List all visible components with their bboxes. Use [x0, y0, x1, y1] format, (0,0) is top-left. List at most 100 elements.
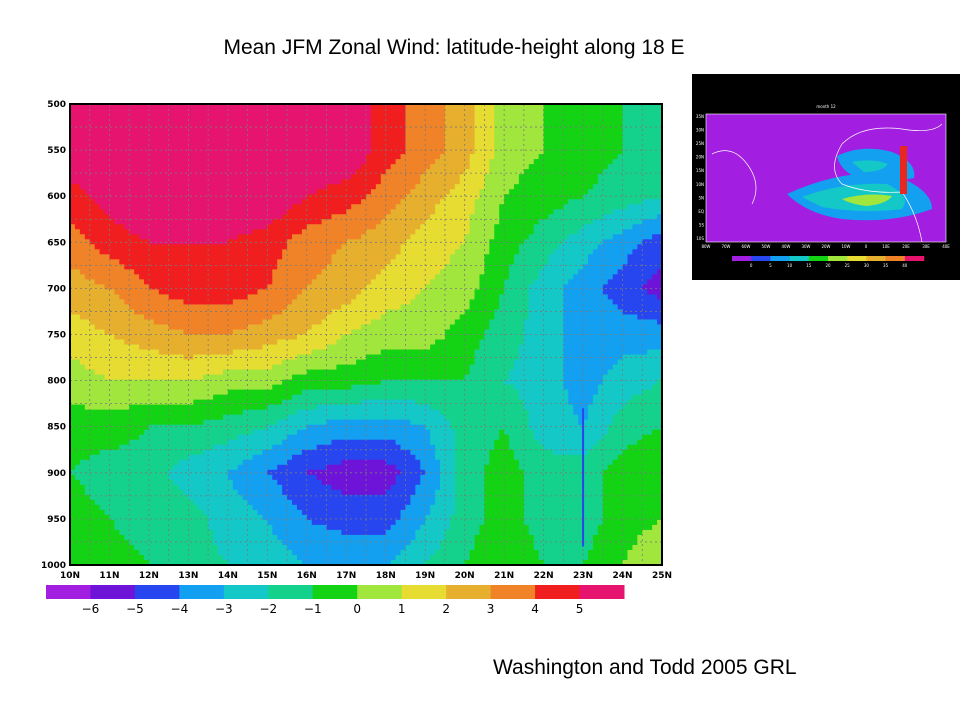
contour-cell — [94, 294, 101, 301]
contour-cell — [647, 169, 653, 175]
contour-cell — [326, 234, 333, 240]
contour-cell — [99, 129, 106, 135]
contour-cell — [292, 279, 298, 285]
contour-cell — [588, 154, 594, 160]
contour-cell — [583, 149, 589, 155]
contour-cell — [543, 134, 550, 140]
contour-cell — [568, 229, 574, 235]
contour-cell — [538, 174, 545, 180]
contour-cell — [316, 309, 323, 316]
contour-cell — [292, 124, 298, 130]
contour-cell — [361, 269, 367, 275]
contour-cell — [652, 209, 658, 215]
contour-cell — [410, 284, 416, 290]
contour-cell — [637, 184, 643, 190]
contour-cell — [188, 264, 194, 270]
contour-cell — [518, 279, 525, 285]
contour-cell — [89, 124, 96, 130]
contour-cell — [415, 104, 421, 110]
contour-cell — [375, 219, 382, 225]
contour-cell — [346, 234, 352, 240]
contour-cell — [272, 139, 278, 145]
contour-cell — [607, 264, 614, 270]
contour-cell — [484, 169, 490, 175]
contour-cell — [99, 159, 106, 165]
contour-cell — [70, 144, 76, 150]
contour-cell — [385, 119, 392, 125]
contour-cell — [444, 289, 451, 296]
contour-cell — [553, 304, 559, 311]
contour-cell — [109, 304, 115, 311]
contour-cell — [203, 134, 209, 140]
contour-cell — [168, 179, 175, 185]
contour-cell — [568, 264, 574, 270]
contour-cell — [287, 109, 293, 115]
contour-cell — [341, 189, 347, 195]
contour-cell — [435, 299, 441, 306]
contour-cell — [361, 294, 367, 301]
contour-cell — [292, 224, 298, 230]
contour-cell — [232, 144, 239, 150]
contour-cell — [296, 299, 303, 306]
contour-cell — [287, 189, 293, 195]
contour-cell — [627, 299, 633, 306]
contour-cell — [578, 114, 584, 120]
contour-cell — [331, 239, 337, 245]
contour-cell — [356, 304, 362, 311]
contour-cell — [326, 144, 333, 150]
contour-cell — [109, 244, 115, 250]
contour-cell — [70, 124, 76, 130]
contour-cell — [523, 159, 530, 165]
contour-cell — [543, 129, 550, 135]
contour-cell — [124, 149, 130, 155]
contour-cell — [198, 159, 204, 165]
contour-cell — [296, 304, 303, 311]
contour-cell — [361, 184, 367, 190]
contour-cell — [479, 144, 485, 150]
contour-cell — [208, 184, 214, 190]
contour-cell — [144, 264, 150, 270]
contour-cell — [484, 104, 490, 110]
contour-cell — [543, 104, 550, 110]
contour-cell — [425, 269, 431, 275]
contour-cell — [563, 204, 569, 210]
contour-cell — [144, 304, 150, 311]
contour-cell — [351, 159, 357, 165]
contour-cell — [563, 199, 569, 205]
contour-cell — [538, 149, 545, 155]
contour-cell — [163, 139, 170, 145]
contour-cell — [440, 284, 446, 290]
contour-cell — [173, 109, 180, 115]
contour-cell — [351, 164, 357, 170]
contour-cell — [114, 194, 120, 200]
contour-cell — [208, 114, 214, 120]
contour-cell — [321, 304, 328, 311]
contour-cell — [518, 174, 525, 180]
contour-cell — [168, 249, 175, 255]
contour-cell — [622, 304, 629, 311]
contour-cell — [597, 209, 604, 215]
contour-cell — [563, 119, 569, 125]
contour-cell — [272, 134, 278, 140]
contour-cell — [647, 229, 653, 235]
contour-cell — [528, 169, 535, 175]
contour-cell — [272, 154, 278, 160]
contour-cell — [484, 149, 490, 155]
contour-cell — [459, 259, 466, 265]
contour-cell — [178, 119, 185, 125]
contour-cell — [282, 299, 288, 306]
contour-cell — [657, 169, 663, 175]
contour-cell — [499, 259, 505, 265]
contour-cell — [124, 254, 130, 260]
contour-cell — [242, 279, 249, 285]
contour-cell — [311, 304, 318, 311]
contour-cell — [366, 164, 372, 170]
contour-cell — [558, 214, 564, 220]
contour-cell — [203, 219, 209, 225]
contour-cell — [370, 224, 377, 230]
contour-cell — [306, 299, 313, 306]
contour-cell — [247, 219, 254, 225]
contour-cell — [84, 139, 91, 145]
contour-cell — [257, 209, 263, 215]
contour-cell — [657, 294, 663, 301]
